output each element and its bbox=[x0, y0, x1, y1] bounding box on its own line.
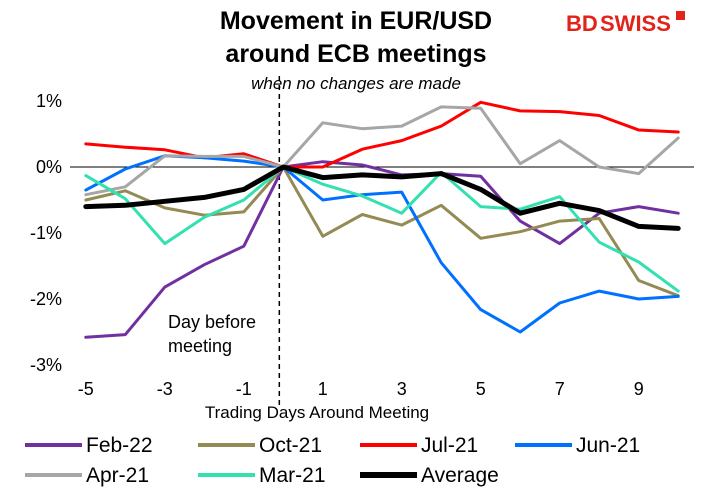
y-axis-ticks: 1% 0% -1% -2% -3% bbox=[30, 91, 62, 375]
x-tick-label: -1 bbox=[236, 379, 252, 399]
x-tick-label: 1 bbox=[318, 379, 328, 399]
x-tick-label: -5 bbox=[78, 379, 94, 399]
chart-title-line1: Movement in EUR/USD bbox=[220, 7, 492, 35]
series-line-average bbox=[83, 164, 681, 231]
y-tick-label: -1% bbox=[30, 223, 62, 243]
series-line-jun-21 bbox=[84, 154, 680, 334]
x-tick-label: 5 bbox=[476, 379, 486, 399]
swiss-cross-icon bbox=[676, 11, 685, 20]
x-axis-ticks: -5 -3 -1 1 3 5 7 9 bbox=[78, 379, 644, 399]
legend: Feb-22 Oct-21 Jul-21 Jun-21 Apr-21 Mar-21 Aver… bbox=[25, 434, 640, 487]
brand-logo-bd: BD bbox=[566, 11, 598, 36]
legend-label: Jun-21 bbox=[576, 434, 640, 457]
x-tick-label: 9 bbox=[634, 379, 644, 399]
y-tick-label: 1% bbox=[36, 91, 62, 111]
chart-title-line2: around ECB meetings bbox=[225, 40, 486, 68]
series-lines bbox=[83, 100, 681, 339]
legend-label: Feb-22 bbox=[86, 434, 153, 457]
legend-label: Apr-21 bbox=[86, 464, 149, 487]
x-axis-label: Trading Days Around Meeting bbox=[205, 403, 429, 422]
series-line-mar-21 bbox=[84, 165, 680, 293]
y-tick-label: -2% bbox=[30, 289, 62, 309]
annotation-line1: Day before bbox=[168, 312, 256, 332]
legend-label: Average bbox=[421, 464, 499, 487]
y-tick-label: -3% bbox=[30, 355, 62, 375]
x-tick-label: -3 bbox=[157, 379, 173, 399]
x-tick-label: 3 bbox=[397, 379, 407, 399]
series-line-feb-22 bbox=[84, 160, 680, 339]
chart-subtitle: when no changes are made bbox=[251, 74, 461, 93]
x-tick-label: 7 bbox=[555, 379, 565, 399]
annotation-line2: meeting bbox=[168, 336, 232, 356]
legend-label: Jul-21 bbox=[421, 434, 478, 457]
brand-logo-swiss: SWISS bbox=[600, 11, 671, 36]
legend-label: Mar-21 bbox=[259, 464, 326, 487]
brand-logo: BD SWISS bbox=[566, 11, 685, 36]
legend-label: Oct-21 bbox=[259, 434, 322, 457]
series-line-apr-21 bbox=[84, 105, 680, 197]
y-tick-label: 0% bbox=[36, 157, 62, 177]
series-line-jul-21 bbox=[84, 100, 680, 169]
